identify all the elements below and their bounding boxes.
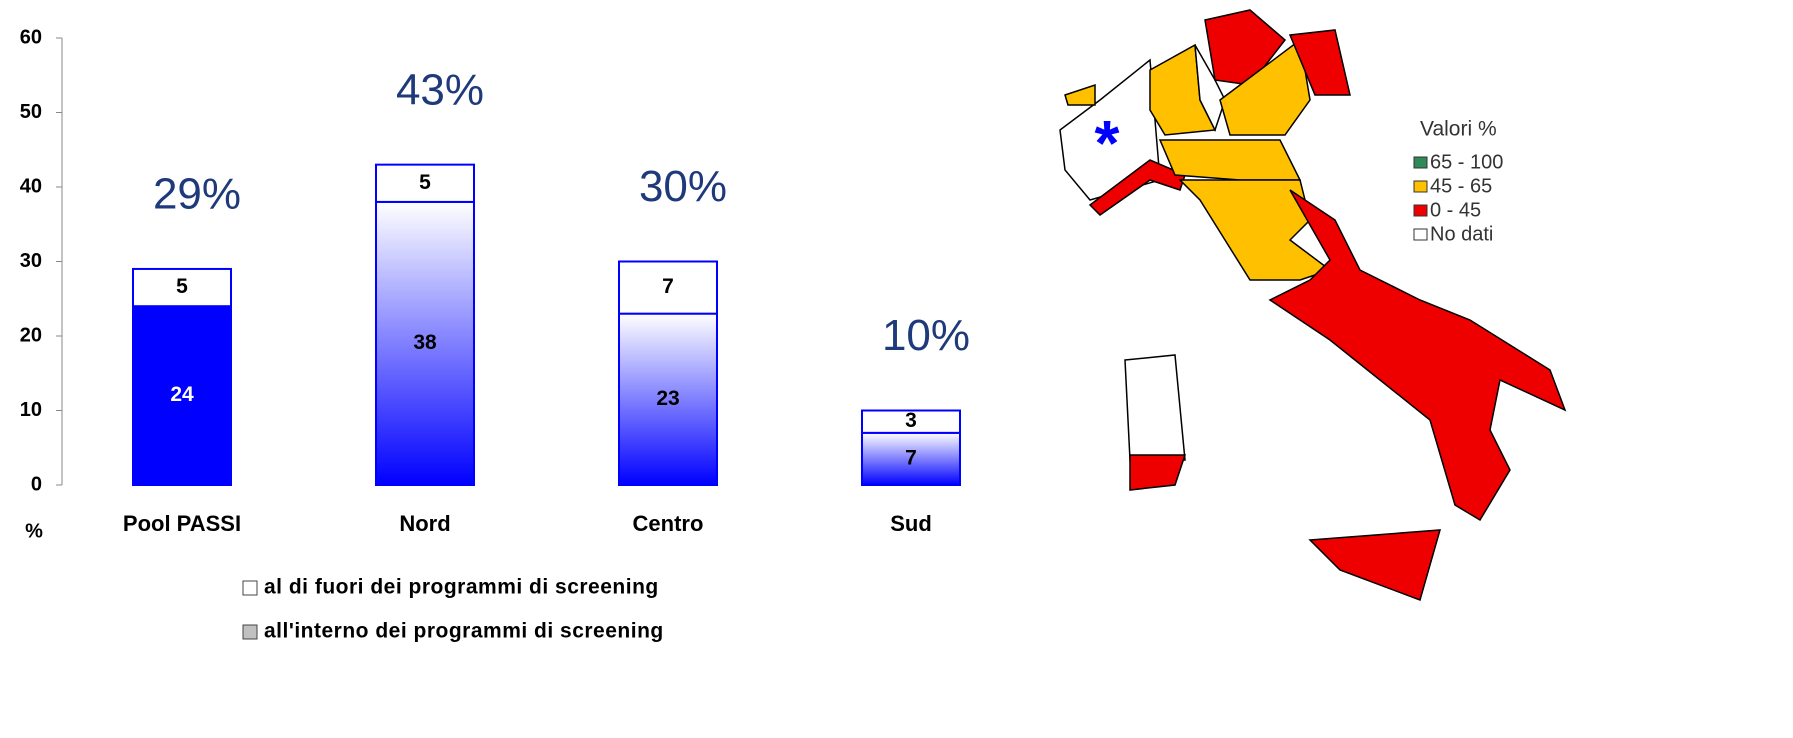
region — [1219, 38, 1311, 136]
region — [1194, 44, 1226, 132]
map-legend-title: Valori % — [1420, 118, 1497, 141]
map-legend-label: 45 - 65 — [1430, 175, 1492, 197]
value-label: 5 — [419, 171, 431, 194]
map-legend-label: 65 - 100 — [1430, 151, 1503, 173]
region — [1124, 354, 1186, 461]
map-marker: * — [1095, 107, 1120, 179]
value-label: 5 — [176, 275, 188, 298]
value-label: 3 — [905, 409, 917, 432]
bar-segment — [618, 260, 718, 315]
bar-segment — [375, 200, 475, 486]
value-label: 7 — [662, 275, 674, 298]
value-label: 24 — [170, 383, 194, 406]
bar-segment — [861, 431, 961, 487]
bar-segment — [375, 163, 475, 203]
legend-swatch — [242, 580, 258, 596]
y-tick-label: 50 — [20, 101, 42, 123]
value-label: 38 — [413, 331, 437, 354]
x-tick-label: Centro — [633, 511, 704, 536]
y-tick-label: 10 — [20, 399, 42, 421]
bar-segment — [132, 305, 232, 487]
region — [1308, 529, 1442, 601]
region — [1204, 9, 1287, 86]
map-legend-swatch — [1413, 204, 1428, 217]
region — [1158, 139, 1302, 181]
region — [1288, 29, 1351, 96]
y-tick-label: 20 — [20, 324, 42, 346]
total-label: 29% — [153, 170, 241, 219]
total-label: 43% — [396, 65, 484, 114]
value-label: 23 — [656, 387, 679, 410]
map-legend-swatch — [1413, 228, 1428, 241]
y-tick-label: 0 — [31, 473, 42, 495]
x-tick-label: Nord — [399, 511, 450, 536]
value-label: 7 — [905, 446, 917, 469]
total-label: 30% — [639, 162, 727, 211]
y-tick-label: 30 — [20, 250, 42, 272]
x-tick-label: Sud — [890, 511, 932, 536]
y-tick-label: 40 — [20, 175, 42, 197]
map-legend-label: 0 - 45 — [1430, 199, 1481, 221]
bar-segment — [132, 267, 232, 308]
y-tick-label: 60 — [20, 26, 42, 48]
region — [1088, 159, 1186, 216]
region — [1129, 454, 1187, 491]
legend-label: al di fuori dei programmi di screening — [264, 576, 659, 599]
map-legend-label: No dati — [1430, 223, 1493, 245]
y-axis-label: % — [25, 520, 43, 542]
x-tick-label: Pool PASSI — [123, 511, 241, 536]
legend-swatch — [242, 624, 258, 640]
region — [1064, 83, 1096, 106]
italy-map — [1059, 9, 1567, 601]
total-label: 10% — [882, 311, 970, 360]
map-legend-swatch — [1413, 156, 1428, 169]
region — [1178, 179, 1332, 281]
bar-segment — [861, 409, 961, 434]
legend-label: all'interno dei programmi di screening — [264, 620, 664, 643]
map-legend-swatch — [1413, 180, 1428, 193]
region — [1268, 189, 1567, 522]
